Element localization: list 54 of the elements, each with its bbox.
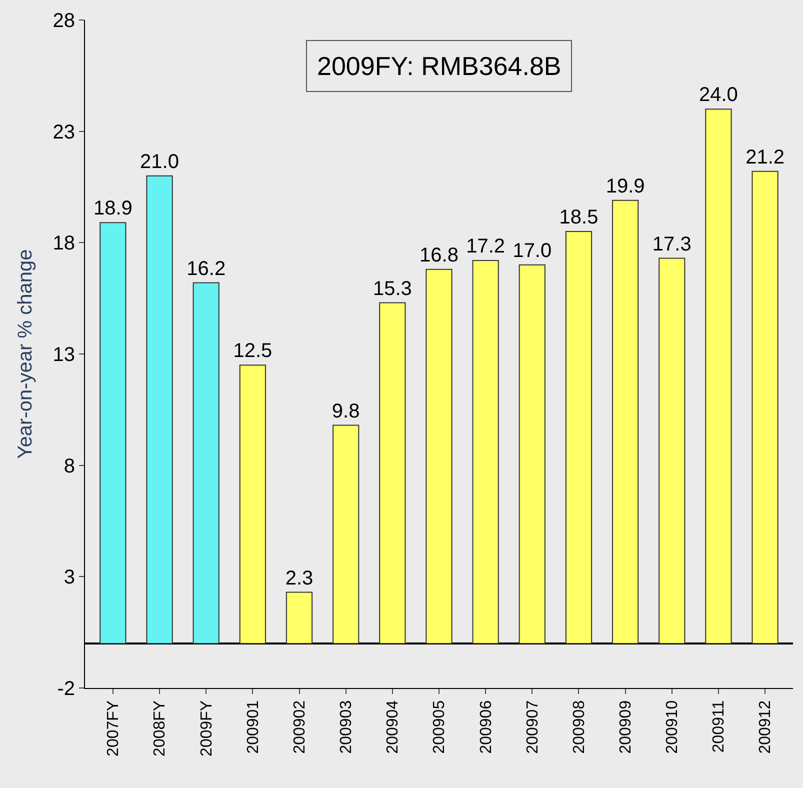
data-label: 21.2 [746,146,785,168]
bar [518,264,546,644]
x-tick-label: 200907 [524,700,542,754]
data-label: 21.0 [140,150,179,173]
x-tick-label: 200906 [478,700,495,754]
bar [426,268,452,644]
x-tick-label: 200902 [291,700,308,754]
data-label: 16.8 [420,244,458,266]
y-tick-label: 23 [52,121,75,144]
y-axis-title: Year-on-year % change [14,249,36,459]
data-label: 24.0 [699,84,738,106]
x-tick-label: 200905 [431,700,448,754]
data-label: 18.5 [559,206,598,229]
bar [286,592,313,644]
x-tick-label: 200903 [338,700,356,754]
data-label: 19.9 [606,175,645,198]
bar [472,260,499,644]
data-label: 15.3 [372,278,412,300]
y-tick-label: 3 [64,566,75,589]
bar [192,282,220,644]
x-tick-label: 200911 [710,700,728,753]
bar [100,222,126,644]
data-label: 9.8 [332,400,360,422]
bar [565,231,592,644]
y-tick-label: -2 [57,678,75,700]
x-tick-label: 2008FY [152,700,169,756]
annotation: 2009FY: RMB364.8B [317,51,562,81]
x-tick-label: 2007FY [105,700,122,756]
x-tick-label: 200901 [244,700,262,754]
bar [239,364,266,644]
x-tick-label: 2009FY [198,700,216,756]
data-label: 17.3 [652,233,692,256]
bar [379,302,406,644]
data-label: 18.9 [93,198,132,220]
data-label: 2.3 [285,567,314,590]
y-tick-label: 28 [52,10,75,32]
y-tick-label: 13 [52,344,75,366]
bar [705,108,732,644]
data-label: 17.2 [466,235,506,258]
data-label: 12.5 [233,340,272,362]
x-tick-label: 200904 [384,700,402,754]
bar [658,258,686,644]
bar [752,170,778,644]
y-tick-label: 8 [64,455,75,478]
x-tick-label: 200910 [664,700,682,754]
bar [332,424,360,644]
data-label: 16.2 [186,258,226,280]
bar [612,200,639,644]
bar [146,175,173,644]
data-label: 17.0 [512,240,552,262]
x-tick-label: 200908 [570,700,588,754]
x-tick-label: 200909 [618,700,635,754]
x-tick-label: 200912 [757,700,774,754]
y-tick-label: 18 [52,232,75,255]
